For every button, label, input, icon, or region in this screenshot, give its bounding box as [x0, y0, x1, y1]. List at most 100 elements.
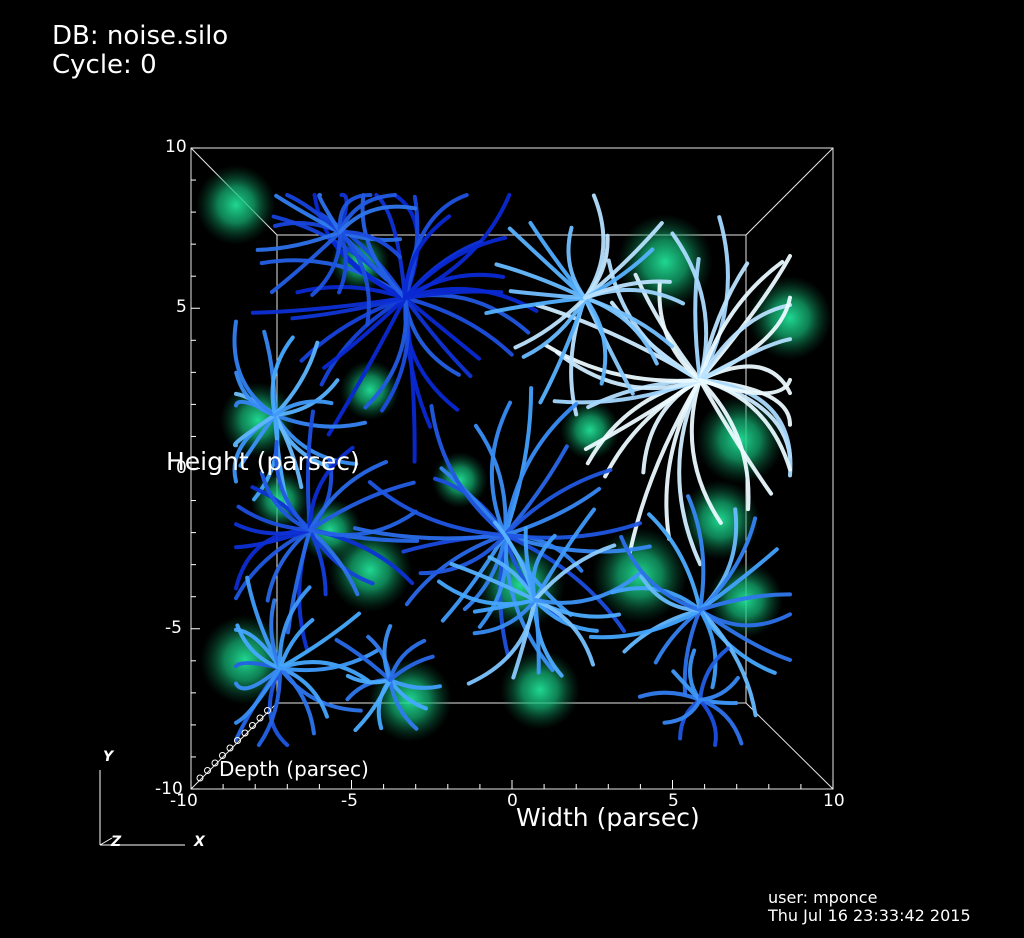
streamline	[308, 480, 416, 532]
streamline	[503, 533, 562, 620]
z-tick	[211, 759, 219, 767]
streamline	[250, 296, 407, 315]
y-tick-label: 0	[176, 458, 187, 478]
streamline	[472, 598, 537, 636]
streamline	[374, 193, 407, 300]
streamline	[403, 235, 507, 300]
x-tick-label: 10	[823, 791, 845, 811]
streamline	[337, 193, 373, 234]
streamline	[308, 445, 355, 532]
streamline	[338, 204, 418, 234]
streamline	[698, 698, 744, 746]
streamline	[388, 638, 427, 682]
user-label: user: mponce	[768, 888, 878, 907]
triad-x-label: X	[194, 834, 205, 850]
volume-glow-blob	[748, 276, 832, 360]
streamline	[689, 378, 723, 525]
streamline	[698, 608, 718, 690]
streamline	[278, 648, 380, 673]
streamline	[533, 598, 541, 675]
streamline	[698, 608, 792, 662]
streamline	[308, 460, 389, 532]
y-tick-label: -10	[155, 779, 183, 799]
streamline	[583, 279, 672, 300]
y-axis-title: Height (parsec)	[166, 447, 360, 476]
streamline	[698, 675, 740, 702]
streamline	[388, 654, 435, 682]
streamline	[278, 660, 371, 683]
streamline	[338, 230, 371, 327]
streamline	[484, 296, 587, 316]
streamline	[278, 611, 362, 670]
streamline	[489, 400, 513, 537]
streamline	[698, 259, 785, 382]
streamline	[503, 467, 613, 537]
streamline	[698, 377, 792, 396]
streamline	[322, 296, 407, 370]
z-tick	[196, 774, 204, 782]
streamline	[269, 598, 282, 670]
streamline	[363, 296, 408, 410]
streamline	[273, 340, 320, 417]
streamline	[698, 378, 793, 478]
streamline	[274, 440, 312, 532]
streamline	[310, 230, 343, 297]
streamline	[317, 192, 342, 234]
streamline	[698, 303, 792, 382]
streamline	[538, 296, 587, 405]
streamline	[353, 526, 507, 541]
streamline	[533, 570, 643, 605]
streamline	[259, 470, 312, 532]
streamline	[440, 533, 507, 623]
streamline	[436, 579, 537, 606]
streamline	[308, 509, 418, 538]
streamline	[403, 296, 514, 357]
streamline	[232, 319, 277, 417]
streamline	[693, 257, 702, 382]
streamline	[273, 399, 334, 417]
streamline	[277, 585, 312, 670]
streamline	[234, 528, 312, 601]
streamline	[338, 229, 403, 260]
x-tick-label: 0	[507, 791, 518, 811]
z-tick	[256, 714, 264, 722]
streamline	[503, 533, 652, 554]
streamline	[312, 193, 407, 300]
streamline	[403, 289, 504, 300]
streamline	[662, 698, 702, 725]
streamline	[687, 648, 702, 702]
streamline	[403, 214, 452, 300]
streamline	[308, 528, 360, 597]
z-tick	[226, 744, 234, 752]
x-tick-label: -10	[170, 791, 198, 811]
streamline	[698, 253, 792, 382]
streamline	[466, 598, 537, 686]
streamline	[494, 262, 587, 300]
volume-glow-blob	[196, 165, 276, 245]
z-tick	[219, 752, 226, 759]
streamline	[403, 296, 473, 379]
streamline	[677, 378, 703, 567]
streamline	[256, 666, 283, 747]
streamline	[449, 561, 537, 602]
streamline	[418, 533, 507, 576]
streamline	[583, 296, 608, 386]
streamline	[353, 678, 392, 733]
streamline	[503, 486, 602, 537]
x-tick-label: -5	[341, 791, 358, 811]
streamline	[235, 623, 282, 670]
streamline	[388, 678, 442, 690]
z-tick	[234, 737, 241, 744]
streamline	[503, 386, 534, 537]
streamline	[273, 378, 340, 417]
streamline	[382, 624, 393, 682]
z-axis-title: Depth (parsec)	[219, 757, 369, 781]
y-tick-label: 10	[165, 137, 187, 157]
triad-y-label: Y	[103, 749, 114, 765]
streamline	[308, 528, 328, 597]
y-tick-label: -5	[165, 618, 182, 638]
streamline	[232, 413, 277, 448]
streamline	[234, 522, 312, 536]
streamline	[507, 226, 587, 300]
streamline	[533, 543, 617, 602]
